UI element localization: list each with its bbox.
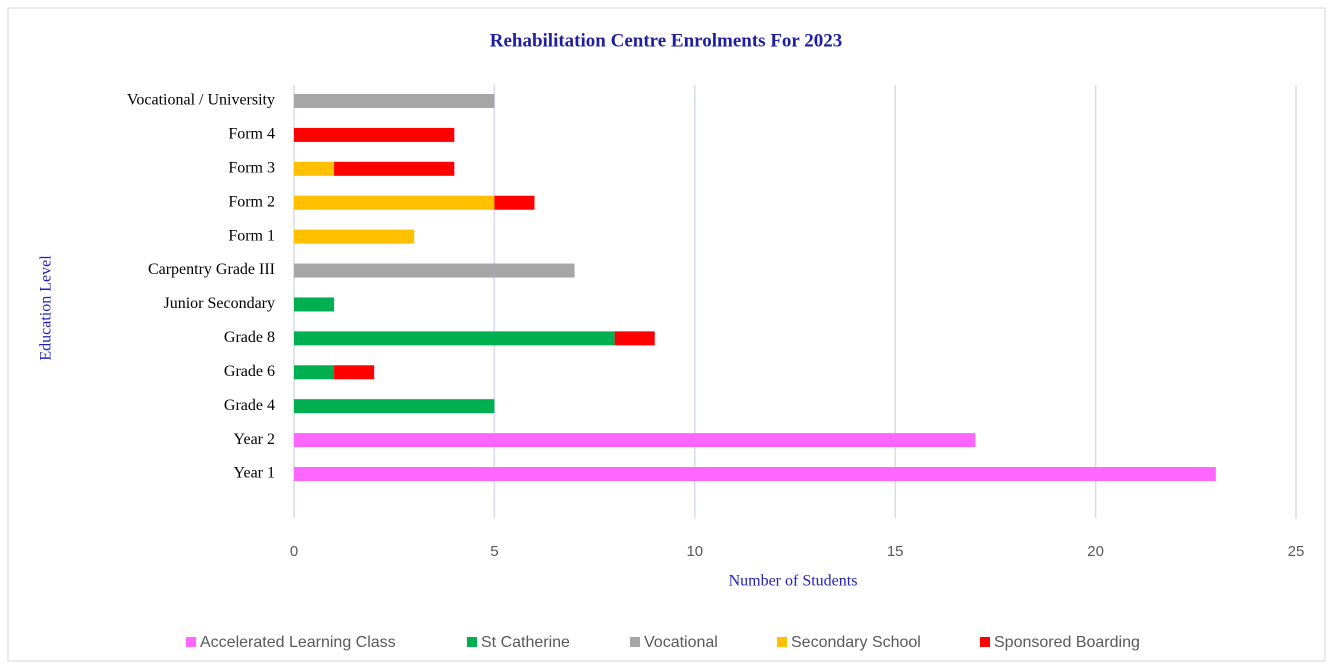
y-tick-label: Junior Secondary xyxy=(163,295,275,312)
y-tick-label: Form 4 xyxy=(228,126,275,143)
legend-swatch xyxy=(467,637,477,647)
y-tick-label: Form 1 xyxy=(228,227,275,244)
bar xyxy=(294,94,495,108)
x-tick-label: 10 xyxy=(686,543,703,560)
legend-label: Sponsored Boarding xyxy=(994,634,1140,651)
y-tick-label: Carpentry Grade III xyxy=(148,261,275,278)
chart-border xyxy=(7,7,1326,662)
y-tick-label: Form 2 xyxy=(228,193,275,210)
bar xyxy=(294,467,1216,481)
x-axis-title: Number of Students xyxy=(729,573,858,590)
bar xyxy=(334,365,375,380)
x-tick-label: 5 xyxy=(490,543,498,560)
bar xyxy=(494,195,535,210)
y-tick-label: Grade 8 xyxy=(224,329,275,346)
y-tick-label: Form 3 xyxy=(228,159,275,176)
y-tick-label: Grade 6 xyxy=(224,363,275,380)
legend-swatch xyxy=(186,637,196,647)
y-tick-label: Grade 4 xyxy=(224,397,275,414)
legend-label: Vocational xyxy=(644,634,718,651)
bar xyxy=(294,263,575,278)
y-tick-label: Year 2 xyxy=(234,431,275,448)
bar xyxy=(294,331,615,346)
legend-label: Accelerated Learning Class xyxy=(200,634,396,651)
legend-label: Secondary School xyxy=(791,634,921,651)
y-tick-label: Vocational / University xyxy=(127,92,275,109)
bar xyxy=(294,127,455,142)
chart-title: Rehabilitation Centre Enrolments For 202… xyxy=(490,30,843,51)
bar xyxy=(294,297,335,312)
legend-label: St Catherine xyxy=(481,634,570,651)
x-tick-label: 0 xyxy=(290,543,298,560)
bar xyxy=(334,161,455,176)
bar xyxy=(294,161,335,176)
bar xyxy=(614,331,655,346)
bar xyxy=(294,399,495,414)
bar xyxy=(294,195,495,210)
y-axis-title: Education Level xyxy=(38,255,55,361)
bar xyxy=(294,365,335,380)
bar xyxy=(294,433,976,448)
bar xyxy=(294,229,415,244)
legend-swatch xyxy=(630,637,640,647)
x-tick-label: 25 xyxy=(1288,543,1305,560)
legend-swatch xyxy=(777,637,787,647)
y-tick-label: Year 1 xyxy=(234,465,275,482)
x-tick-label: 15 xyxy=(887,543,904,560)
x-tick-label: 20 xyxy=(1087,543,1104,560)
legend-swatch xyxy=(980,637,990,647)
